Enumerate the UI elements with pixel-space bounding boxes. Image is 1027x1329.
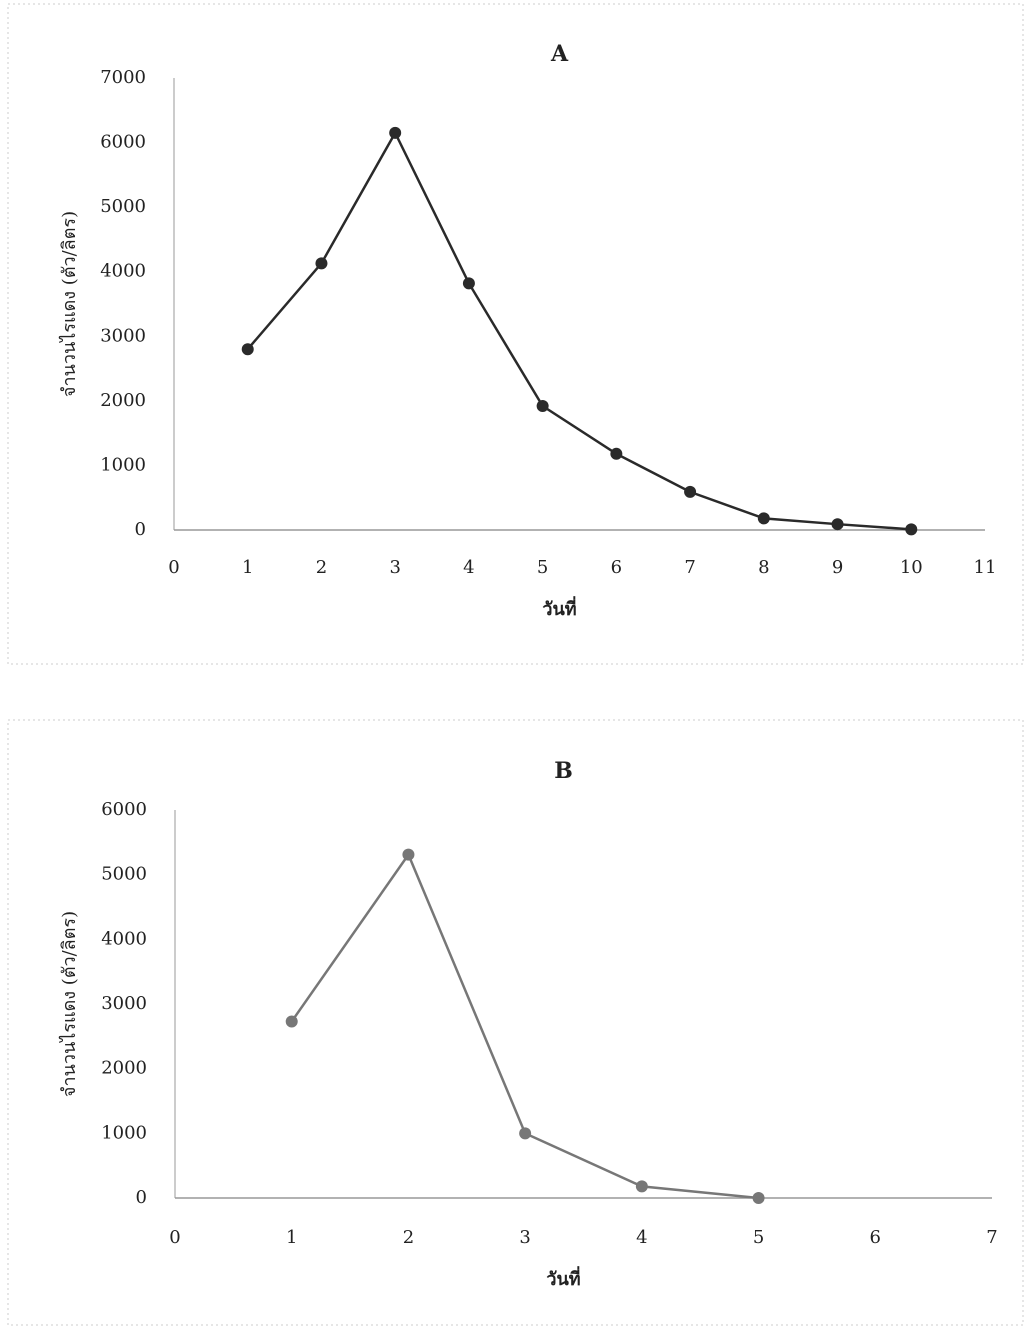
data-point [832, 518, 844, 530]
data-point [758, 512, 770, 524]
x-tick-label: 3 [389, 557, 400, 578]
y-tick-label: 2000 [100, 390, 146, 411]
x-tick-label: 0 [169, 1227, 180, 1248]
x-tick-label: 9 [832, 557, 843, 578]
y-tick-label: 5000 [100, 196, 146, 217]
x-tick-label: 4 [463, 557, 474, 578]
data-point [537, 400, 549, 412]
data-line [248, 133, 912, 529]
data-point [636, 1180, 648, 1192]
y-tick-label: 2000 [101, 1058, 147, 1079]
y-tick-label: 6000 [101, 799, 147, 820]
data-point [286, 1015, 298, 1027]
x-tick-label: 4 [636, 1227, 647, 1248]
x-tick-label: 11 [974, 557, 997, 578]
panel-frame [8, 4, 1023, 664]
y-tick-label: 7000 [100, 67, 146, 88]
x-tick-label: 5 [753, 1227, 764, 1248]
y-tick-label: 3000 [100, 325, 146, 346]
figure: A010002000300040005000600070000123456789… [0, 0, 1027, 1329]
y-tick-label: 3000 [101, 993, 147, 1014]
x-tick-label: 6 [611, 557, 622, 578]
y-tick-label: 4000 [101, 928, 147, 949]
x-tick-label: 2 [403, 1227, 414, 1248]
data-point [519, 1127, 531, 1139]
y-tick-label: 1000 [100, 454, 146, 475]
data-point [315, 257, 327, 269]
y-tick-label: 6000 [100, 132, 146, 153]
data-point [905, 523, 917, 535]
y-tick-label: 0 [135, 519, 146, 540]
page: A010002000300040005000600070000123456789… [0, 0, 1027, 1329]
x-tick-label: 0 [168, 557, 179, 578]
chart-title: A [550, 41, 569, 67]
x-tick-label: 5 [537, 557, 548, 578]
data-point [753, 1192, 765, 1204]
x-tick-label: 7 [684, 557, 695, 578]
x-tick-label: 10 [900, 557, 923, 578]
data-point [242, 343, 254, 355]
x-tick-label: 1 [286, 1227, 297, 1248]
y-tick-label: 5000 [101, 864, 147, 885]
x-tick-label: 1 [242, 557, 253, 578]
y-tick-label: 0 [136, 1187, 147, 1208]
data-point [463, 277, 475, 289]
data-point [610, 448, 622, 460]
data-line [292, 855, 759, 1198]
x-tick-label: 7 [986, 1227, 997, 1248]
y-tick-label: 1000 [101, 1122, 147, 1143]
data-point [402, 849, 414, 861]
x-axis-label: วันที่ [546, 1266, 580, 1290]
x-tick-label: 2 [316, 557, 327, 578]
data-point [389, 127, 401, 139]
x-axis-label: วันที่ [542, 596, 576, 620]
x-tick-label: 6 [870, 1227, 881, 1248]
y-axis-label: จำนวนไรแดง (ตัว/ลิตร) [58, 211, 80, 397]
x-tick-label: 3 [519, 1227, 530, 1248]
y-tick-label: 4000 [100, 261, 146, 282]
chart-title: B [554, 758, 573, 784]
y-axis-label: จำนวนไรแดง (ตัว/ลิตร) [58, 911, 80, 1097]
data-point [684, 486, 696, 498]
x-tick-label: 8 [758, 557, 769, 578]
